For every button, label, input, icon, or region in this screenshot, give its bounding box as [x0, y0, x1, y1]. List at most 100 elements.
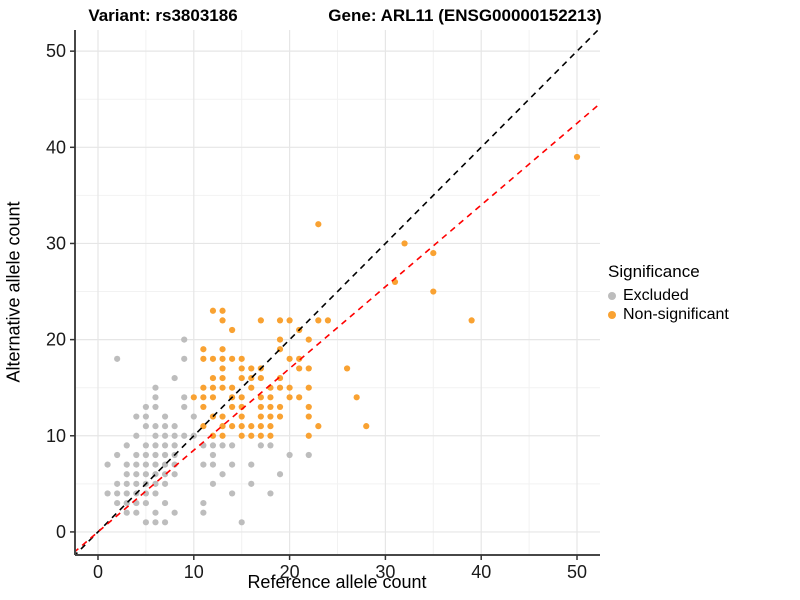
- data-point: [161, 480, 169, 487]
- data-point: [286, 384, 293, 391]
- data-point: [142, 413, 149, 420]
- data-point: [152, 519, 159, 526]
- data-point: [123, 480, 130, 487]
- data-point: [161, 432, 169, 439]
- data-point: [324, 317, 332, 324]
- data-point: [181, 432, 188, 439]
- data-point: [142, 403, 149, 411]
- data-point: [238, 355, 245, 362]
- data-point: [123, 490, 130, 497]
- data-point: [257, 317, 264, 324]
- data-point: [229, 384, 236, 391]
- non-significant-point-icon: [608, 310, 616, 319]
- data-point: [181, 355, 188, 362]
- data-point: [238, 423, 245, 430]
- data-point: [133, 451, 140, 459]
- data-point: [248, 365, 255, 372]
- data-point: [152, 490, 159, 497]
- data-point: [171, 374, 178, 382]
- data-point: [430, 288, 437, 295]
- data-point: [123, 442, 130, 449]
- data-point: [257, 394, 264, 401]
- data-point: [190, 413, 197, 420]
- data-point: [209, 451, 217, 459]
- data-point: [238, 432, 245, 439]
- legend: Significance Excluded Non-significant: [608, 262, 729, 324]
- data-point: [343, 365, 351, 372]
- data-point: [276, 384, 284, 391]
- data-point: [209, 480, 217, 487]
- data-point: [152, 403, 159, 411]
- data-point: [267, 442, 274, 449]
- data-point: [257, 442, 264, 449]
- data-point: [238, 394, 245, 401]
- data-point: [286, 317, 293, 324]
- data-point: [161, 499, 169, 507]
- data-point: [430, 249, 437, 257]
- x-tick-label: 50: [567, 562, 587, 582]
- data-point: [200, 355, 207, 362]
- gridlines: [75, 30, 600, 555]
- data-point: [142, 451, 149, 459]
- data-point: [219, 346, 226, 353]
- data-point: [114, 480, 121, 487]
- axes: 0 10 20 30 40 50 0 10 20 30 40 50: [46, 30, 600, 582]
- data-point: [200, 423, 207, 430]
- data-point: [152, 394, 159, 401]
- identity-line: [75, 30, 600, 555]
- data-point: [104, 490, 111, 497]
- data-point: [219, 374, 226, 382]
- data-point: [286, 394, 293, 401]
- data-point: [248, 423, 255, 430]
- data-point: [219, 442, 226, 449]
- data-point: [133, 432, 140, 439]
- data-point: [267, 394, 274, 401]
- data-point: [190, 394, 197, 401]
- data-point: [114, 355, 121, 362]
- data-point: [305, 384, 312, 391]
- data-point: [152, 480, 159, 487]
- data-point: [257, 403, 264, 411]
- x-axis-title: Reference allele count: [247, 572, 427, 592]
- legend-item-excluded: Excluded: [608, 286, 729, 305]
- data-point: [209, 384, 217, 391]
- data-point: [133, 480, 140, 487]
- data-point: [181, 403, 188, 411]
- data-point: [315, 221, 322, 228]
- plot-title-gene: Gene: ARL11 (ENSG00000152213): [328, 6, 602, 25]
- fit-line: [75, 102, 600, 553]
- data-point: [209, 461, 217, 468]
- data-point: [305, 451, 312, 459]
- data-point: [152, 423, 159, 430]
- x-tick-label: 30: [375, 562, 395, 582]
- data-point: [267, 490, 274, 497]
- data-point: [161, 451, 169, 459]
- data-point: [209, 442, 217, 449]
- data-point: [229, 461, 236, 468]
- x-tick-label: 0: [93, 562, 103, 582]
- data-point: [296, 394, 303, 401]
- data-point: [133, 413, 140, 420]
- data-point: [200, 461, 207, 468]
- data-point: [248, 480, 255, 487]
- data-point: [161, 442, 169, 449]
- data-point: [219, 355, 226, 362]
- data-point: [209, 394, 217, 401]
- data-point: [267, 423, 274, 430]
- data-point: [229, 403, 236, 411]
- data-point: [276, 374, 284, 382]
- data-point: [257, 413, 264, 420]
- data-point: [296, 365, 303, 372]
- data-point: [315, 317, 322, 324]
- data-point: [267, 432, 274, 439]
- data-point: [315, 423, 322, 430]
- data-point: [257, 423, 264, 430]
- data-point: [142, 471, 149, 478]
- data-point: [238, 374, 245, 382]
- data-point: [142, 461, 149, 468]
- data-point: [200, 384, 207, 391]
- data-point: [142, 423, 149, 430]
- data-point: [161, 519, 169, 526]
